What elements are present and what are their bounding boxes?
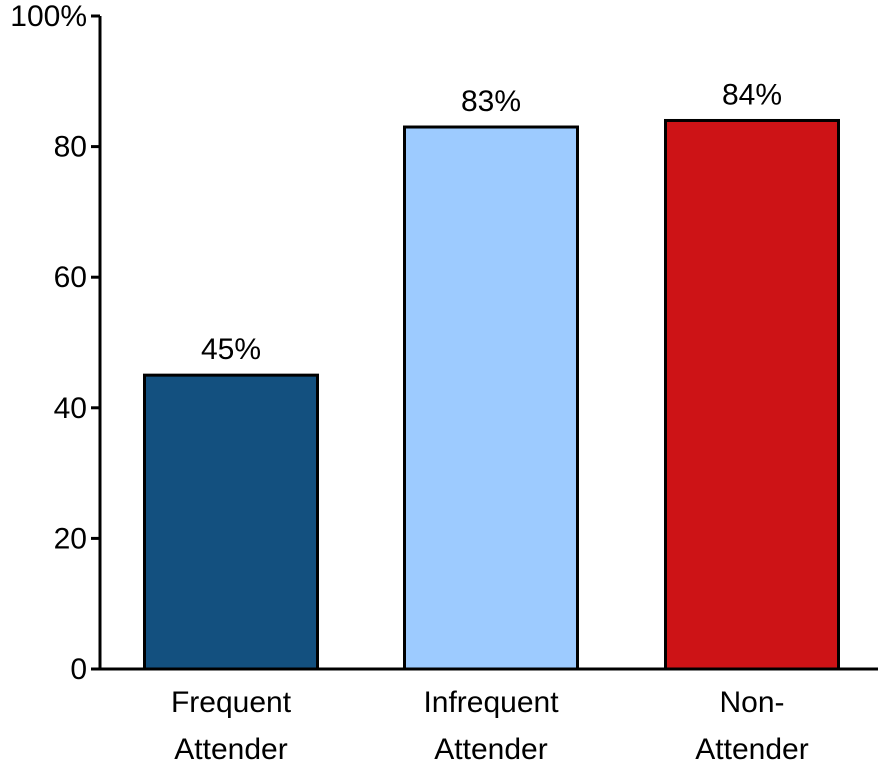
- category-label: Infrequent: [423, 686, 559, 719]
- bars-layer: [143, 118, 840, 671]
- y-tick-label: 80: [54, 131, 87, 164]
- category-label: Non-: [719, 686, 784, 719]
- axes-layer: [91, 16, 878, 671]
- y-tick-label: 100%: [10, 0, 87, 33]
- data-label: 83%: [461, 85, 521, 118]
- labels-layer: 45% Frequent Attender 83% Infrequent Attender…: [171, 78, 809, 763]
- category-label: Frequent: [171, 686, 292, 719]
- y-tick-label: 40: [54, 392, 87, 425]
- bar: [403, 125, 579, 671]
- category-label: Attender: [174, 733, 287, 763]
- category-label: Attender: [695, 733, 808, 763]
- category-label: Attender: [434, 733, 547, 763]
- y-tick-label: 60: [54, 261, 87, 294]
- bar: [143, 373, 319, 671]
- data-label: 84%: [722, 78, 782, 111]
- data-label: 45%: [201, 333, 261, 366]
- y-tick-label: 0: [70, 653, 87, 686]
- y-tick-label: 20: [54, 522, 87, 555]
- ticks-layer: 0 20 40 60 80 100%: [10, 0, 100, 686]
- bar: [664, 118, 840, 671]
